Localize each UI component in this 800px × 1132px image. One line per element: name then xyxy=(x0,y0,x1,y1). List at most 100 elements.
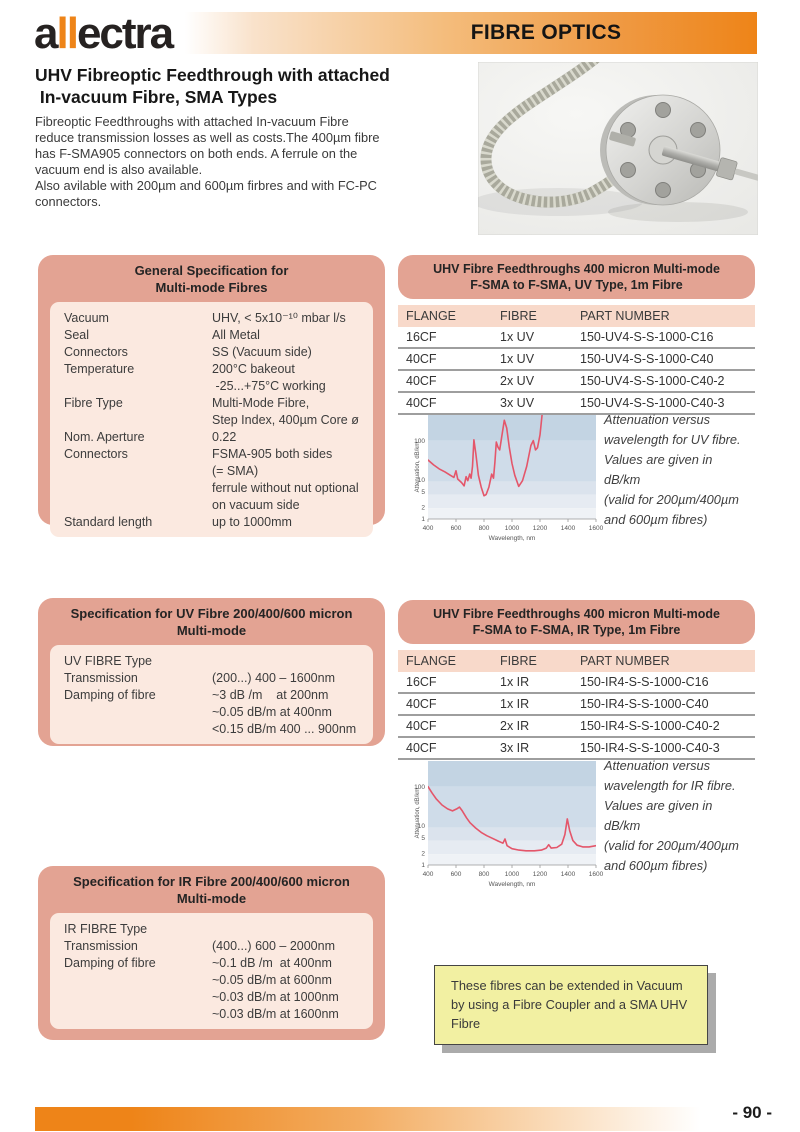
spec-label: Damping of fibre xyxy=(64,688,156,702)
table-cell: FIBRE xyxy=(500,309,537,323)
svg-text:1200: 1200 xyxy=(533,525,548,532)
table-row: 40CF 1x IR 150-IR4-S-S-1000-C40 xyxy=(398,694,755,716)
svg-text:400: 400 xyxy=(423,871,434,878)
spec-label: IR FIBRE Type xyxy=(64,922,148,936)
text-line: by using a Fibre Coupler and a SMA UHV xyxy=(451,997,688,1012)
spec-label: Standard length xyxy=(64,515,153,529)
spec-value-line: up to 1000mm xyxy=(212,515,292,529)
text-line: wavelength for UV fibre. xyxy=(604,432,741,447)
spec-value-line: on vacuum side xyxy=(212,498,300,512)
table-cell: FLANGE xyxy=(406,309,457,323)
general-spec-rows: Vacuum UHV, < 5x10⁻¹⁰ mbar l/s Seal All Met… xyxy=(50,302,373,537)
product-photo xyxy=(473,46,761,236)
text-line: wavelength for IR fibre. xyxy=(604,778,736,793)
text-line: Attenuation versus xyxy=(604,758,710,773)
text-line: F-SMA to F-SMA, IR Type, 1m Fibre xyxy=(472,623,681,637)
general-spec-title: General Specification for Multi-mode Fibr… xyxy=(38,255,385,296)
note-box: These fibres can be extended in Vacuum by… xyxy=(434,965,708,1045)
text-line: Multi-mode Fibres xyxy=(155,279,268,295)
table-row: 40CF 3x UV 150-UV4-S-S-1000-C40-3 xyxy=(398,393,755,415)
text-line: Fibreoptic Feedthroughs with attached In… xyxy=(35,114,349,129)
table-column-header: FLANGE FIBRE PART NUMBER xyxy=(398,305,755,327)
spec-row: Seal All Metal xyxy=(64,327,367,344)
spec-value-line: ~0.05 dB/m at 600nm xyxy=(212,973,332,987)
table-cell: FLANGE xyxy=(406,654,457,668)
text-line: Values are given in xyxy=(604,798,713,813)
table-column-header: FLANGE FIBRE PART NUMBER xyxy=(398,650,755,672)
text-line: dB/km xyxy=(604,472,641,487)
spec-row: Standard length up to 1000mm xyxy=(64,514,367,531)
spec-label: UV FIBRE Type xyxy=(64,654,152,668)
spec-values: FSMA-905 both sides (= SMA) ferrule withou… xyxy=(212,446,367,514)
spec-label: Transmission xyxy=(64,671,138,685)
general-spec-box: General Specification for Multi-mode Fibr… xyxy=(38,255,385,537)
table-cell: 3x IR xyxy=(500,741,530,755)
svg-text:Wavelength, nm: Wavelength, nm xyxy=(489,881,536,888)
svg-text:100: 100 xyxy=(414,438,425,445)
text-line: (valid for 200µm/400µm xyxy=(604,492,739,507)
text-line: General Specification for xyxy=(134,263,289,278)
table-body: 16CF 1x IR 150-IR4-S-S-1000-C16 40CF 1x IR 15… xyxy=(398,672,755,760)
spec-label: Seal xyxy=(64,328,90,342)
cf-flange xyxy=(600,94,721,206)
svg-text:10: 10 xyxy=(418,477,426,484)
svg-text:Attenuation, dB/km: Attenuation, dB/km xyxy=(415,788,421,839)
spec-value-line: UHV, < 5x10⁻¹⁰ mbar l/s xyxy=(212,311,346,325)
spec-label: Vacuum xyxy=(64,311,109,325)
table-cell: 40CF xyxy=(406,719,437,733)
spec-values: SS (Vacuum side) xyxy=(212,344,367,361)
ir-spec-title: Specification for IR Fibre 200/400/600 m… xyxy=(38,866,385,907)
spec-value-line: (400...) 600 – 2000nm xyxy=(212,939,335,953)
table-cell: PART NUMBER xyxy=(580,309,670,323)
table-cell: 150-IR4-S-S-1000-C40 xyxy=(580,697,709,711)
spec-row: IR FIBRE Type xyxy=(64,921,367,938)
table-cell: 2x UV xyxy=(500,374,535,388)
spec-value-line: -25...+75°C working xyxy=(212,379,326,393)
spec-value-line: (200...) 400 – 1600nm xyxy=(212,671,335,685)
uv-spec-rows: UV FIBRE Type Transmission (200...) 400 – … xyxy=(50,645,373,744)
uv-spec-box: Specification for UV Fibre 200/400/600 m… xyxy=(38,598,385,746)
page-title: UHV Fibreoptic Feedthrough with attached… xyxy=(35,64,390,108)
spec-values: (200...) 400 – 1600nm xyxy=(212,670,367,687)
logo-text-ll-orange: ll xyxy=(56,9,78,58)
spec-value-line: ~0.05 dB/m at 400nm xyxy=(212,705,332,719)
spec-values xyxy=(212,653,367,670)
product-photo-image xyxy=(473,46,761,236)
table-body: 16CF 1x UV 150-UV4-S-S-1000-C16 40CF 1x UV 15… xyxy=(398,327,755,415)
svg-text:2: 2 xyxy=(421,850,425,857)
text-line: and 600µm fibres) xyxy=(604,512,708,527)
spec-row: Connectors SS (Vacuum side) xyxy=(64,344,367,361)
svg-text:Attenuation, dB/km: Attenuation, dB/km xyxy=(415,442,421,493)
ir-table-title: UHV Fibre Feedthroughs 400 micron Multi-… xyxy=(398,600,755,644)
svg-text:1400: 1400 xyxy=(561,525,576,532)
spec-values: All Metal xyxy=(212,327,367,344)
spec-row: Connectors FSMA-905 both sides (= SMA) ferr… xyxy=(64,446,367,514)
spec-label: Damping of fibre xyxy=(64,956,156,970)
text-line: Fibre xyxy=(451,1016,481,1031)
uv-chart-caption: Attenuation versus wavelength for UV fibr… xyxy=(604,410,760,530)
svg-text:1200: 1200 xyxy=(533,871,548,878)
text-line: (valid for 200µm/400µm xyxy=(604,838,739,853)
table-row: 40CF 2x UV 150-UV4-S-S-1000-C40-2 xyxy=(398,371,755,393)
uv-table-title: UHV Fibre Feedthroughs 400 micron Multi-… xyxy=(398,255,755,299)
page-section-title: FIBRE OPTICS xyxy=(470,21,622,44)
ir-spec-box: Specification for IR Fibre 200/400/600 m… xyxy=(38,866,385,1040)
spec-label: Fibre Type xyxy=(64,396,123,410)
spec-value-line: Multi-Mode Fibre, xyxy=(212,396,310,410)
uv-table-grid: FLANGE FIBRE PART NUMBER 16CF 1x UV 150-UV4-S… xyxy=(398,305,755,415)
ir-table-grid: FLANGE FIBRE PART NUMBER 16CF 1x IR 150-IR4-S… xyxy=(398,650,755,760)
intro-paragraph: Fibreoptic Feedthroughs with attached In… xyxy=(35,114,380,209)
spec-row: Damping of fibre ~0.1 dB /m at 400nm ~0.05… xyxy=(64,955,367,1023)
table-cell: 40CF xyxy=(406,697,437,711)
spec-row: Transmission (400...) 600 – 2000nm xyxy=(64,938,367,955)
table-cell: 40CF xyxy=(406,374,437,388)
table-cell: FIBRE xyxy=(500,654,537,668)
spec-value-line: ~0.1 dB /m at 400nm xyxy=(212,956,332,970)
spec-value-line: <0.15 dB/m 400 ... 900nm xyxy=(212,722,357,736)
text-line: Values are given in xyxy=(604,452,713,467)
spec-row: Vacuum UHV, < 5x10⁻¹⁰ mbar l/s xyxy=(64,310,367,327)
text-line: UHV Fibre Feedthroughs 400 micron Multi-… xyxy=(433,262,720,276)
spec-values: (400...) 600 – 2000nm xyxy=(212,938,367,955)
spec-label: Temperature xyxy=(64,362,135,376)
